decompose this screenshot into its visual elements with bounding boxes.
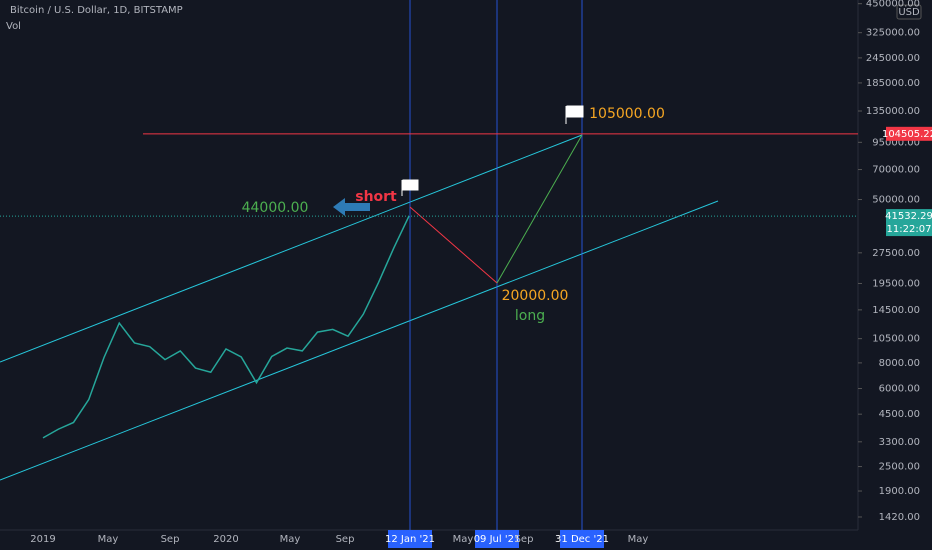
y-tick-label: 1900.00 (879, 486, 920, 497)
down-arrow (409, 206, 498, 284)
x-tick-label: 31 Dec '21 (555, 534, 609, 545)
price-tag (886, 209, 932, 237)
flag (401, 105, 584, 196)
y-tick-label: 245000.00 (866, 53, 920, 64)
y-tick-label: 2500.00 (879, 462, 920, 473)
y-tick-label: 4500.00 (879, 409, 920, 420)
y-tick-label: 14500.00 (872, 305, 920, 316)
y-tick-label: 185000.00 (866, 78, 920, 89)
annotation: 105000.00 (589, 106, 665, 122)
x-tick-label: 2019 (30, 534, 55, 545)
date-tag (388, 530, 432, 548)
y-tick-label: 50000.00 (872, 195, 920, 206)
x-tick-label: Sep (336, 534, 355, 545)
y-tick-label: 70000.00 (872, 165, 920, 176)
price-tag-label: 41532.29 (885, 211, 932, 222)
date-tag (475, 530, 519, 548)
date-tag (560, 530, 604, 548)
currency: USD (898, 7, 920, 18)
y-tick-label: 10500.00 (872, 334, 920, 345)
y-tick-label: 450000.00 (866, 0, 920, 10)
x-tick-label: 12 Jan '21 (385, 534, 435, 545)
price-tag (886, 126, 932, 141)
up-arrow (496, 134, 583, 284)
short-arrow (333, 198, 370, 216)
annotation: 20000.00 (502, 288, 569, 304)
x-tick-label: May (453, 534, 474, 545)
price-line (42, 215, 410, 439)
x-tick-label: May (280, 534, 301, 545)
x-tick-label: 09 Jul '21 (474, 534, 521, 545)
x-tick-label: Sep (161, 534, 180, 545)
y-tick-label: 135000.00 (866, 106, 920, 117)
y-tick-label: 95000.00 (872, 137, 920, 148)
y-tick-label: 19500.00 (872, 278, 920, 289)
y-tick-label: 27500.00 (872, 248, 920, 259)
countdown: 11:22:07 (887, 224, 932, 235)
x-tick-label: May (98, 534, 119, 545)
annotation: long (515, 308, 545, 324)
subtitle: Vol (6, 21, 21, 32)
price-tag-label: 104505.22 (882, 129, 932, 140)
annotation: short (355, 189, 397, 205)
channel-lower (0, 200, 719, 481)
y-tick-label: 8000.00 (879, 358, 920, 369)
x-tick-label: 2020 (213, 534, 238, 545)
annotation: 44000.00 (242, 200, 309, 216)
y-tick-label: 1420.00 (879, 512, 920, 523)
y-tick-label: 6000.00 (879, 384, 920, 395)
currency-box (896, 4, 922, 20)
x-tick-label: Sep (515, 534, 534, 545)
x-tick-label: May (628, 534, 649, 545)
title: Bitcoin / U.S. Dollar, 1D, BITSTAMP (10, 5, 183, 16)
y-tick-label: 3300.00 (879, 437, 920, 448)
channel-upper (0, 134, 583, 363)
y-tick-label: 325000.00 (866, 28, 920, 39)
